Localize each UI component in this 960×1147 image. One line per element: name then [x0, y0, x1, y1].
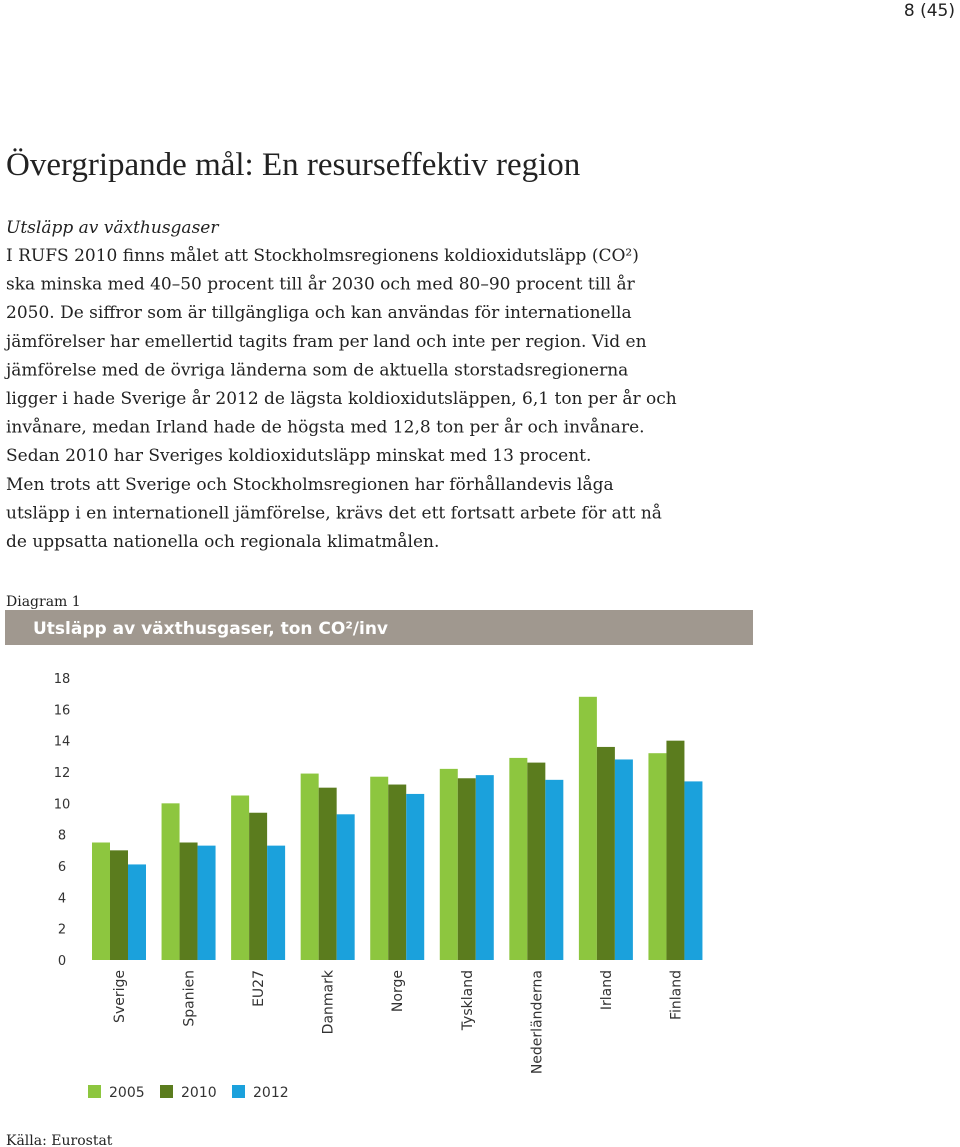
- paragraph-line: ska minska med 40–50 procent till år 203…: [6, 275, 636, 295]
- bar: [578, 696, 597, 960]
- bar: [527, 762, 546, 960]
- legend-label: 2005: [109, 1085, 145, 1101]
- heading: Övergripande mål: En resurseffektiv regi…: [6, 147, 580, 183]
- y-tick-label: 0: [58, 954, 66, 969]
- x-tick-label: Irland: [599, 970, 615, 1010]
- legend-swatch: [160, 1085, 173, 1098]
- paragraph-line: invånare, medan Irland hade de högsta me…: [6, 418, 645, 438]
- bar: [231, 795, 250, 960]
- source: Källa: Eurostat: [6, 1133, 113, 1147]
- legend-swatch: [232, 1085, 245, 1098]
- bar: [509, 757, 528, 960]
- subheading: Utsläpp av växthusgaser: [6, 218, 219, 238]
- x-tick-label: Norge: [390, 970, 406, 1012]
- chart-header: [5, 610, 753, 645]
- y-tick-label: 18: [54, 672, 71, 687]
- y-tick-label: 4: [58, 891, 66, 906]
- bar: [179, 842, 198, 960]
- bar: [684, 781, 703, 960]
- bar: [648, 753, 667, 960]
- bar: [336, 814, 355, 960]
- y-tick-label: 6: [58, 860, 66, 875]
- legend-label: 2010: [181, 1085, 217, 1101]
- bar: [614, 759, 633, 960]
- x-tick-label: Tyskland: [460, 970, 476, 1031]
- bar: [197, 845, 216, 960]
- paragraph-line: I RUFS 2010 finns målet att Stockholmsre…: [6, 246, 639, 266]
- paragraph-line: jämförelse med de övriga länderna som de…: [4, 360, 628, 380]
- bar: [110, 850, 128, 960]
- paragraph-line: utsläpp i en internationell jämförelse, …: [6, 503, 662, 523]
- x-tick-label: Finland: [668, 970, 684, 1020]
- paragraph-line: ligger i hade Sverige år 2012 de lägsta …: [6, 389, 677, 409]
- bar: [596, 746, 615, 960]
- x-tick-label: Nederländerna: [529, 970, 545, 1074]
- paragraph-line: jämförelser har emellertid tagits fram p…: [4, 332, 647, 352]
- legend-label: 2012: [253, 1085, 289, 1101]
- bar: [267, 845, 286, 960]
- bar: [439, 768, 458, 960]
- y-tick-label: 12: [54, 766, 71, 781]
- diagram-label: Diagram 1: [6, 594, 81, 610]
- x-tick-label: Sverige: [112, 970, 128, 1023]
- y-tick-label: 10: [54, 797, 71, 812]
- bar: [666, 740, 685, 960]
- bar: [545, 779, 564, 960]
- bar: [475, 775, 494, 960]
- x-tick-label: Danmark: [321, 969, 337, 1034]
- bar: [388, 784, 407, 960]
- y-tick-label: 2: [58, 923, 66, 938]
- y-tick-label: 14: [54, 735, 71, 750]
- paragraph-line: de uppsatta nationella och regionala kli…: [6, 532, 439, 552]
- bar: [318, 787, 337, 960]
- bar: [92, 842, 110, 960]
- bar: [161, 803, 180, 960]
- legend-swatch: [88, 1085, 101, 1098]
- y-tick-label: 8: [58, 829, 66, 844]
- paragraph-line: Men trots att Sverige och Stockholmsregi…: [6, 475, 614, 495]
- bar: [249, 812, 268, 960]
- bar: [457, 778, 476, 960]
- chart-title: Utsläpp av växthusgaser, ton CO²/inv: [33, 619, 388, 639]
- bar: [300, 773, 319, 960]
- bar: [128, 864, 146, 960]
- bar: [370, 776, 389, 960]
- x-tick-label: EU27: [251, 970, 267, 1007]
- y-tick-label: 16: [54, 703, 71, 718]
- paragraph-line: Sedan 2010 har Sveriges koldioxidutsläpp…: [6, 446, 591, 466]
- x-tick-label: Spanien: [182, 970, 198, 1027]
- paragraph-line: 2050. De siffror som är tillgängliga och…: [6, 303, 632, 323]
- page-number: 8 (45): [904, 1, 955, 21]
- bar: [406, 793, 425, 960]
